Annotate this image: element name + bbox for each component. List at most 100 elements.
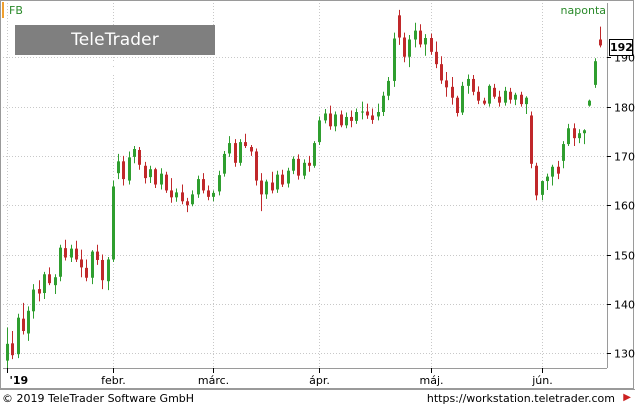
candle-body bbox=[170, 190, 173, 198]
candle-body bbox=[430, 38, 433, 52]
ticker-marker bbox=[2, 2, 4, 18]
candle-body bbox=[234, 143, 237, 163]
grid-layer bbox=[3, 3, 607, 368]
candle-body bbox=[588, 100, 591, 106]
candle-body bbox=[345, 116, 348, 126]
candle-body bbox=[440, 64, 443, 81]
candle-body bbox=[91, 251, 94, 278]
candle-body bbox=[361, 111, 364, 113]
candle-body bbox=[403, 37, 406, 57]
candle-body bbox=[38, 289, 41, 294]
candle-body bbox=[340, 114, 343, 126]
candle-body bbox=[313, 143, 316, 166]
candle-body bbox=[281, 174, 284, 185]
candle-body bbox=[144, 165, 147, 179]
candle-body bbox=[435, 51, 438, 65]
candle-body bbox=[562, 144, 565, 161]
candle-body bbox=[329, 113, 332, 127]
candle-body bbox=[122, 161, 125, 180]
candle-body bbox=[255, 151, 258, 181]
candle-body bbox=[197, 179, 200, 195]
candle-body bbox=[483, 100, 486, 104]
candle-body bbox=[70, 248, 73, 258]
candle-body bbox=[276, 174, 279, 190]
candle-body bbox=[419, 30, 422, 45]
y-tick-label: 150 bbox=[614, 250, 635, 263]
x-tick-label: febr. bbox=[101, 374, 126, 387]
candle-body bbox=[239, 142, 242, 163]
candle-body bbox=[583, 130, 586, 134]
candle-body bbox=[292, 158, 295, 171]
candle-body bbox=[308, 162, 311, 166]
x-tick-label: ápr. bbox=[309, 374, 330, 387]
candle-body bbox=[138, 149, 141, 165]
candle-body bbox=[128, 157, 131, 181]
candle-body bbox=[393, 38, 396, 81]
candle-body bbox=[398, 15, 401, 38]
candle-body bbox=[573, 128, 576, 139]
candle-body bbox=[22, 318, 25, 332]
candle-body bbox=[387, 80, 390, 96]
candle-body bbox=[445, 80, 448, 88]
y-tick-label: 170 bbox=[614, 151, 635, 164]
candle-body bbox=[96, 251, 99, 260]
candle-body bbox=[265, 181, 268, 195]
candle-body bbox=[117, 161, 120, 174]
candle-body bbox=[202, 179, 205, 191]
candle-body bbox=[59, 247, 62, 277]
teletrader-watermark: TeleTrader WorkStation bbox=[15, 25, 215, 80]
candle-body bbox=[260, 180, 263, 195]
period-label[interactable]: naponta bbox=[560, 4, 606, 17]
candle-body bbox=[181, 192, 184, 202]
candle-body bbox=[186, 201, 189, 206]
candle-body bbox=[271, 182, 274, 191]
chart-frame bbox=[0, 0, 634, 389]
candle-body bbox=[207, 190, 210, 197]
candle-body bbox=[504, 90, 507, 103]
y-tick-label: 180 bbox=[614, 102, 635, 115]
candle-layer bbox=[6, 9, 602, 368]
candle-body bbox=[408, 39, 411, 57]
x-tick-label: '19 bbox=[10, 374, 29, 387]
candle-body bbox=[461, 85, 464, 113]
candle-body bbox=[75, 248, 78, 260]
candle-body bbox=[366, 111, 369, 116]
candle-body bbox=[334, 114, 337, 127]
candle-body bbox=[520, 94, 523, 105]
candle-body bbox=[165, 174, 168, 191]
candle-body bbox=[382, 95, 385, 113]
candle-body bbox=[546, 176, 549, 182]
website-link[interactable]: https://workstation.teletrader.com bbox=[426, 392, 615, 405]
candle-body bbox=[212, 192, 215, 197]
candle-body bbox=[488, 85, 491, 104]
candle-body bbox=[43, 274, 46, 294]
watermark-brand: TeleTrader bbox=[71, 30, 159, 50]
candle-body bbox=[594, 61, 597, 85]
candle-body bbox=[48, 274, 51, 284]
scroll-arrow-icon[interactable]: ▶ bbox=[623, 392, 631, 403]
candle-body bbox=[85, 267, 88, 278]
candle-body bbox=[160, 173, 163, 185]
candle-body bbox=[477, 91, 480, 101]
candle-body bbox=[175, 192, 178, 198]
candle-body bbox=[101, 259, 104, 281]
candle-body bbox=[11, 343, 14, 356]
candle-body bbox=[371, 115, 374, 120]
candle-body bbox=[27, 310, 30, 334]
candle-body bbox=[451, 86, 454, 98]
candle-body bbox=[287, 170, 290, 184]
candle-body bbox=[303, 162, 306, 176]
candle-body bbox=[467, 78, 470, 86]
y-tick-label: 140 bbox=[614, 299, 635, 312]
candle-body bbox=[218, 175, 221, 192]
candle-body bbox=[64, 248, 67, 258]
candle-body bbox=[154, 169, 157, 185]
candle-body bbox=[541, 181, 544, 195]
candle-body bbox=[355, 112, 358, 121]
candle-body bbox=[535, 165, 538, 196]
candle-body bbox=[509, 91, 512, 100]
candle-body bbox=[350, 116, 353, 121]
candle-body bbox=[112, 186, 115, 260]
